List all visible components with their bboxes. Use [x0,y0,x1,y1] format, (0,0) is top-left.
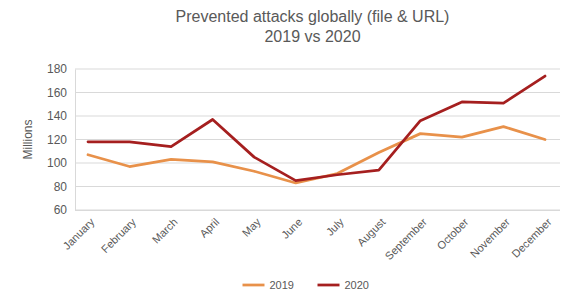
grid-line [75,116,560,117]
y-tick-label: 140 [47,109,67,123]
grid [75,69,560,210]
x-tick-label: October [434,215,470,251]
x-tick: October [434,215,470,251]
y-axis-line [75,70,76,211]
x-tick: November [468,215,513,260]
y-axis-title: Millions [21,119,35,159]
legend: 2019 2020 [243,279,369,291]
x-tick: May [240,215,264,239]
grid-line [75,186,560,187]
legend-label: 2020 [345,279,369,291]
y-tick-label: 120 [47,133,67,147]
series-line [88,127,545,183]
y-tick-label: 100 [47,156,67,170]
y-tick: 120 [47,133,75,147]
legend-swatch [243,284,265,287]
y-tick-label: 80 [54,180,68,194]
y-tick: 80 [54,180,75,194]
grid-line [75,92,560,93]
series-line [88,76,545,181]
x-tick: December [509,215,554,260]
x-tick-label: August [355,216,388,249]
x-tick: July [324,215,347,238]
chart: Prevented attacks globally (file & URL) 2… [0,0,575,300]
x-tick-label: March [150,216,180,246]
x-tick: January [60,215,97,252]
x-tick-label: April [197,216,221,240]
y-tick: 60 [54,203,75,217]
grid-line [75,210,560,211]
y-tick-label: 160 [47,86,67,100]
x-tick-label: November [468,215,513,260]
x-tick: March [150,216,180,246]
x-tick: September [382,215,429,262]
legend-swatch [318,284,340,287]
x-axis-line [75,210,560,211]
x-tick: February [99,215,139,255]
x-tick-label: January [60,215,97,252]
x-tick-label: May [240,215,264,239]
x-tick-label: February [99,215,139,255]
y-tick-label: 60 [54,203,68,217]
y-tick: 160 [47,86,75,100]
subtitle: 2019 vs 2020 [264,28,360,45]
y-tick-label: 180 [47,62,67,76]
legend-label: 2019 [270,279,294,291]
y-tick: 140 [47,109,75,123]
grid-line [75,69,560,70]
x-tick: April [197,216,221,240]
x-tick: August [355,216,388,249]
plot-area [88,76,545,183]
grid-line [75,139,560,140]
y-tick: 180 [47,62,75,76]
y-axis: 60 80 100 120 140 160 180 [47,62,76,217]
x-tick-label: July [324,215,347,238]
x-axis: JanuaryFebruary March April May June July Augu… [60,211,560,263]
x-tick: June [279,216,304,241]
x-tick-label: June [279,216,304,241]
x-tick-label: December [509,215,554,260]
y-tick: 100 [47,156,75,170]
x-tick-label: September [382,215,429,262]
title: Prevented attacks globally (file & URL) [176,8,450,25]
